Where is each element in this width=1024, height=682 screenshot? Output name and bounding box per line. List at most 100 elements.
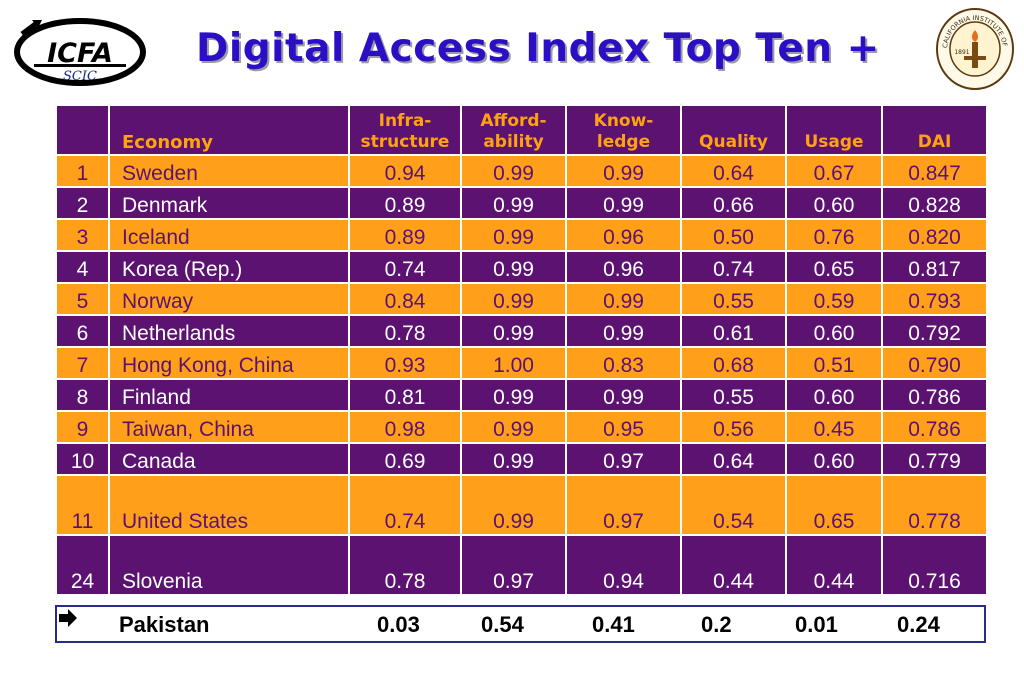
quality-cell: 0.56	[680, 410, 787, 444]
dai-cell: 0.786	[881, 410, 988, 444]
affordability-cell: 0.99	[460, 314, 567, 348]
quality-cell: 0.50	[680, 218, 787, 252]
usage-header: Usage	[785, 104, 883, 156]
quality-cell: 0.55	[680, 378, 787, 412]
table-row: 9 Taiwan, China 0.98 0.99 0.95 0.56 0.45…	[55, 410, 988, 444]
affordability-cell: 0.99	[460, 154, 567, 188]
affordability-cell: 1.00	[460, 346, 567, 380]
usage-cell: 0.76	[785, 218, 883, 252]
infrastructure-cell: 0.74	[348, 474, 462, 536]
economy-cell: Finland	[108, 378, 350, 412]
quality-cell: 0.64	[680, 442, 787, 476]
rank-cell: 9	[55, 410, 110, 444]
pakistan-usage: 0.01	[795, 612, 838, 637]
infrastructure-cell: 0.98	[348, 410, 462, 444]
dai-cell: 0.792	[881, 314, 988, 348]
quality-cell: 0.55	[680, 282, 787, 316]
pakistan-infrastructure: 0.03	[377, 612, 420, 637]
rank-cell: 5	[55, 282, 110, 316]
table-row: 7 Hong Kong, China 0.93 1.00 0.83 0.68 0…	[55, 346, 988, 380]
dai-cell: 0.779	[881, 442, 988, 476]
infrastructure-cell: 0.81	[348, 378, 462, 412]
infrastructure-cell: 0.78	[348, 534, 462, 596]
economy-cell: Denmark	[108, 186, 350, 220]
svg-text:1891: 1891	[954, 49, 969, 56]
infrastructure-cell: 0.89	[348, 218, 462, 252]
economy-cell: Hong Kong, China	[108, 346, 350, 380]
economy-cell: Iceland	[108, 218, 350, 252]
table-row: 2 Denmark 0.89 0.99 0.99 0.66 0.60 0.828	[55, 186, 988, 220]
infrastructure-cell: 0.89	[348, 186, 462, 220]
rank-cell: 8	[55, 378, 110, 412]
economy-header: Economy	[108, 104, 350, 156]
usage-cell: 0.60	[785, 314, 883, 348]
knowledge-cell: 0.99	[565, 186, 682, 220]
table-row: 11 United States 0.74 0.99 0.97 0.54 0.6…	[55, 474, 988, 536]
usage-cell: 0.51	[785, 346, 883, 380]
usage-cell: 0.59	[785, 282, 883, 316]
header-row: Economy Infra-structure Afford-ability K…	[55, 104, 988, 156]
usage-cell: 0.45	[785, 410, 883, 444]
knowledge-cell: 0.97	[565, 442, 682, 476]
quality-header: Quality	[680, 104, 787, 156]
caltech-seal-logo: CALIFORNIA INSTITUTE OF TECHNOLOGY 1891	[931, 0, 1016, 92]
affordability-cell: 0.99	[460, 250, 567, 284]
quality-cell: 0.61	[680, 314, 787, 348]
knowledge-cell: 0.99	[565, 282, 682, 316]
infrastructure-cell: 0.93	[348, 346, 462, 380]
knowledge-cell: 0.97	[565, 474, 682, 536]
right-arrow-icon	[59, 609, 77, 627]
pakistan-affordability: 0.54	[481, 612, 524, 637]
page-title: Digital Access Index Top Ten +	[196, 26, 880, 71]
logo-sub-text: SCIC	[63, 69, 97, 84]
rank-cell: 3	[55, 218, 110, 252]
economy-cell: Norway	[108, 282, 350, 316]
pakistan-row: Pakistan 0.03 0.54 0.41 0.2 0.01 0.24	[55, 605, 986, 643]
usage-cell: 0.60	[785, 186, 883, 220]
infrastructure-cell: 0.74	[348, 250, 462, 284]
economy-cell: Taiwan, China	[108, 410, 350, 444]
economy-cell: United States	[108, 474, 350, 536]
dai-cell: 0.820	[881, 218, 988, 252]
rank-header	[55, 104, 110, 156]
dai-cell: 0.716	[881, 534, 988, 596]
affordability-cell: 0.99	[460, 474, 567, 536]
pakistan-knowledge: 0.41	[592, 612, 635, 637]
usage-cell: 0.65	[785, 474, 883, 536]
table-row: 1 Sweden 0.94 0.99 0.99 0.64 0.67 0.847	[55, 154, 988, 188]
economy-cell: Sweden	[108, 154, 350, 188]
infrastructure-cell: 0.84	[348, 282, 462, 316]
usage-cell: 0.60	[785, 378, 883, 412]
economy-cell: Netherlands	[108, 314, 350, 348]
affordability-cell: 0.99	[460, 282, 567, 316]
pakistan-economy: Pakistan	[119, 612, 210, 637]
dai-header: DAI	[881, 104, 988, 156]
knowledge-cell: 0.99	[565, 154, 682, 188]
dai-cell: 0.778	[881, 474, 988, 536]
pakistan-dai: 0.24	[897, 612, 940, 637]
dai-cell: 0.793	[881, 282, 988, 316]
knowledge-cell: 0.96	[565, 218, 682, 252]
quality-cell: 0.64	[680, 154, 787, 188]
quality-cell: 0.54	[680, 474, 787, 536]
affordability-cell: 0.99	[460, 218, 567, 252]
knowledge-cell: 0.96	[565, 250, 682, 284]
logo-main-text: ICFA	[47, 38, 113, 69]
knowledge-cell: 0.99	[565, 314, 682, 348]
dai-cell: 0.786	[881, 378, 988, 412]
rank-cell: 7	[55, 346, 110, 380]
infrastructure-header: Infra-structure	[348, 104, 462, 156]
dai-table: Economy Infra-structure Afford-ability K…	[55, 104, 988, 596]
affordability-cell: 0.99	[460, 378, 567, 412]
rank-cell: 2	[55, 186, 110, 220]
usage-cell: 0.44	[785, 534, 883, 596]
table-row: 10 Canada 0.69 0.99 0.97 0.64 0.60 0.779	[55, 442, 988, 476]
economy-cell: Korea (Rep.)	[108, 250, 350, 284]
knowledge-cell: 0.99	[565, 378, 682, 412]
affordability-header: Afford-ability	[460, 104, 567, 156]
infrastructure-cell: 0.78	[348, 314, 462, 348]
infrastructure-cell: 0.94	[348, 154, 462, 188]
rank-cell: 10	[55, 442, 110, 476]
rank-cell: 24	[55, 534, 110, 596]
knowledge-cell: 0.83	[565, 346, 682, 380]
